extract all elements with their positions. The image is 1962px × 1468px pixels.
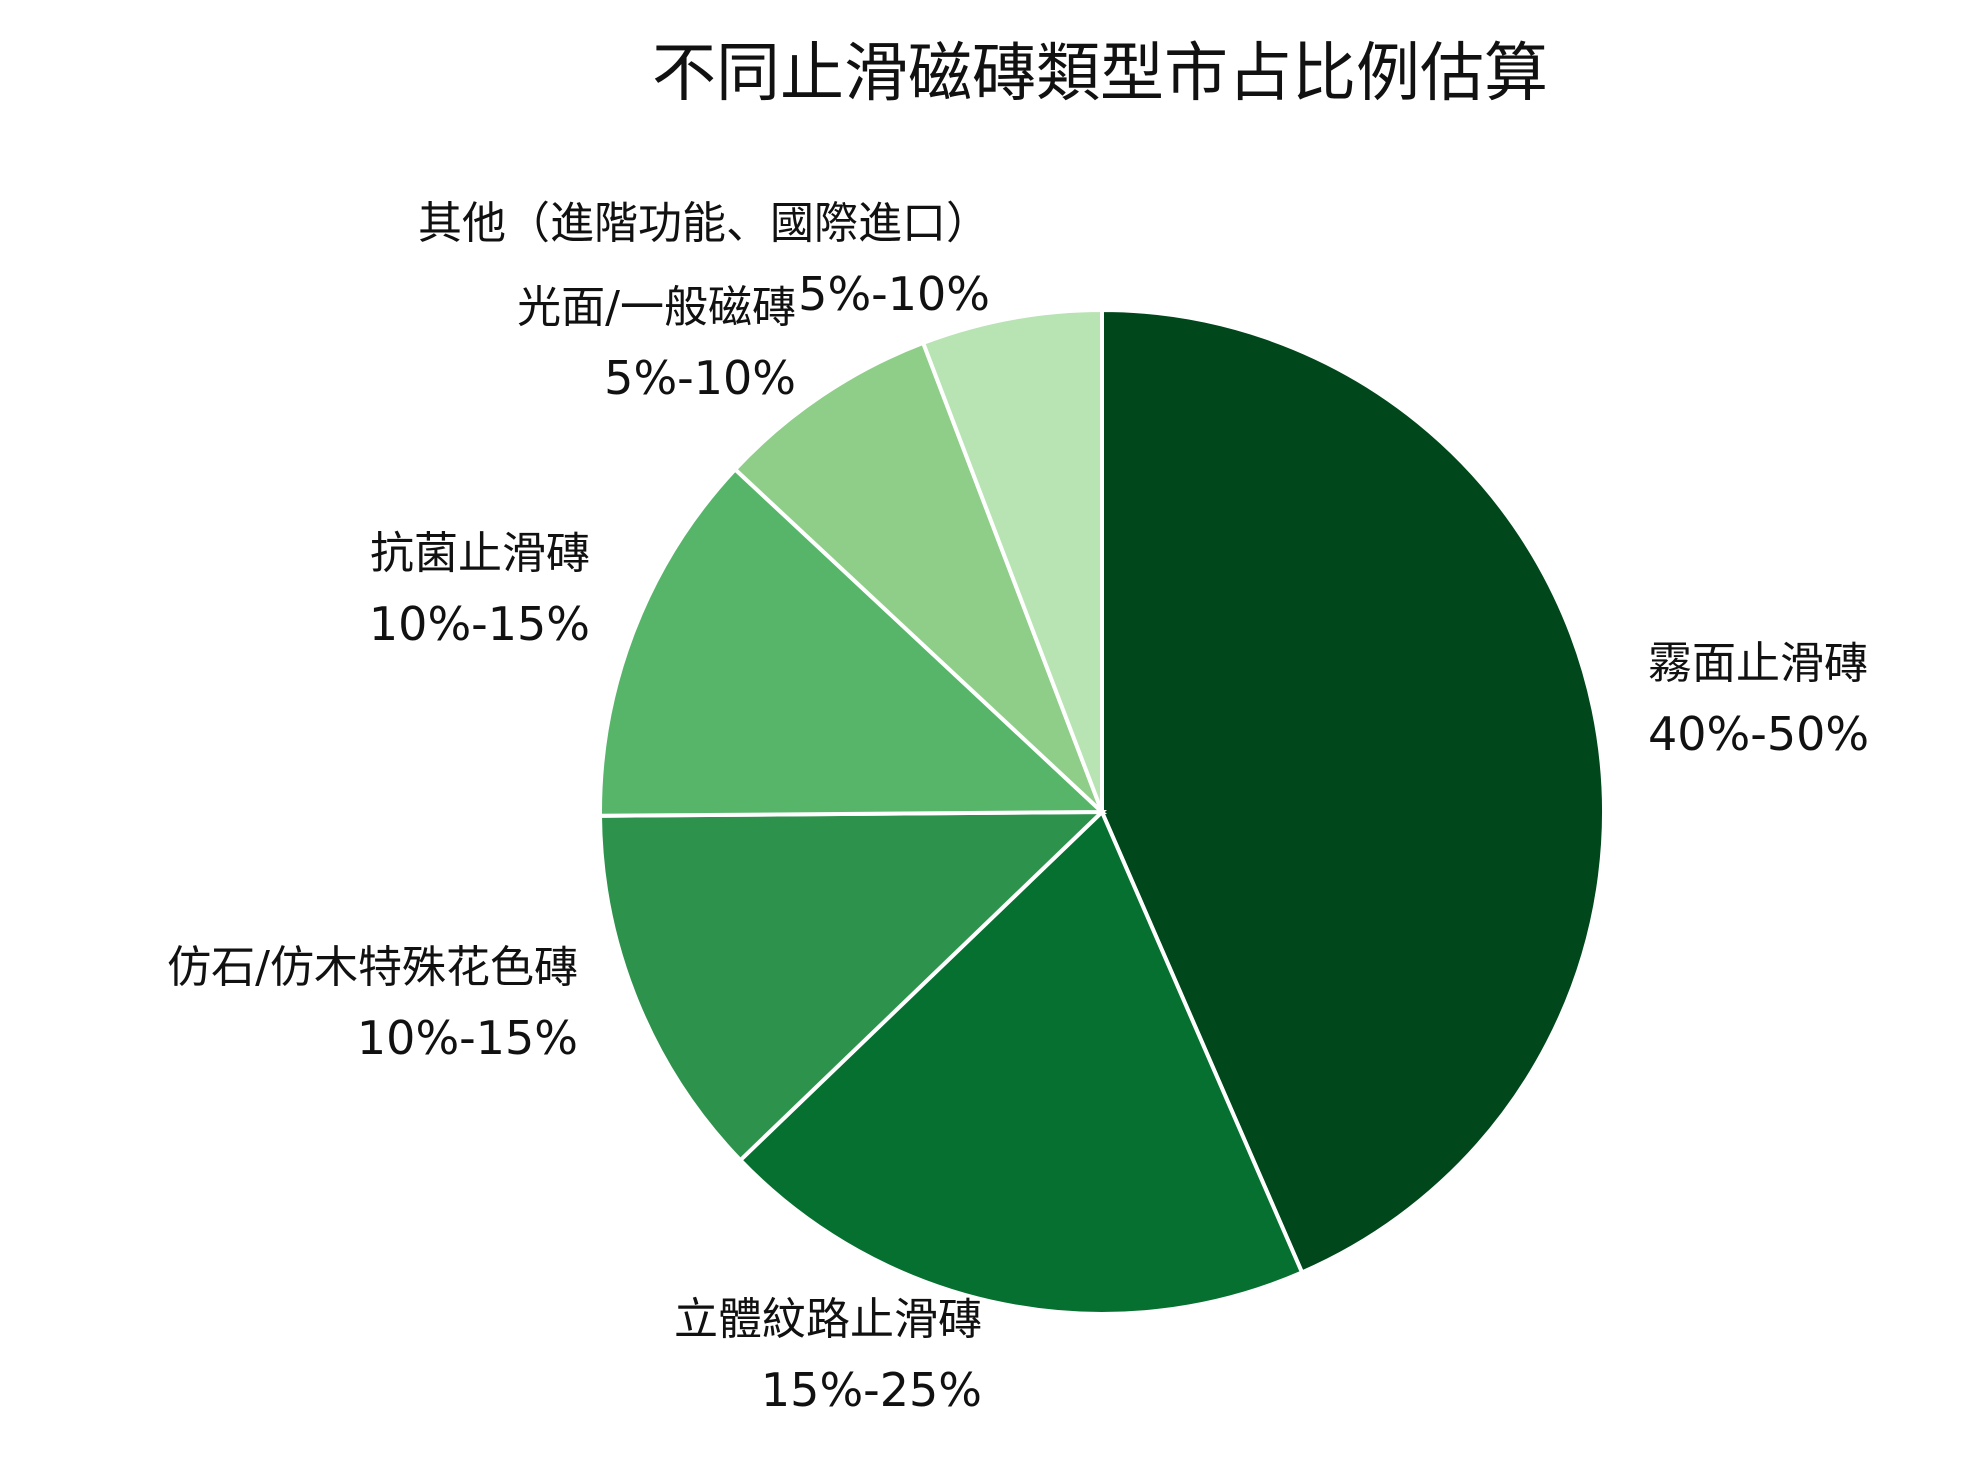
slice-label: 仿石/仿木特殊花色磚 bbox=[167, 942, 578, 993]
slice-label: 抗菌止滑磚 bbox=[370, 528, 590, 579]
pie-slice bbox=[737, 808, 1305, 1316]
pie-slice bbox=[920, 307, 1104, 813]
slice-value-label: 10%-15% bbox=[357, 1011, 578, 1065]
pie-slices bbox=[597, 307, 1606, 1316]
slice-label: 霧面止滑磚 bbox=[1648, 638, 1868, 689]
pie-slice bbox=[732, 340, 1104, 814]
slice-label: 光面/一般磁磚 bbox=[517, 282, 796, 333]
slice-value-label: 10%-15% bbox=[369, 597, 590, 651]
slice-label: 其他（進階功能、國際進口） bbox=[418, 198, 990, 249]
slice-label: 立體紋路止滑磚 bbox=[674, 1294, 982, 1345]
slice-value-label: 40%-50% bbox=[1648, 707, 1869, 761]
slice-value-label: 5%-10% bbox=[798, 267, 990, 321]
pie-labels: 霧面止滑磚 40%-50% 立體紋路止滑磚 15%-25% 仿石/仿木特殊花色磚 10%-… bbox=[167, 198, 1869, 1417]
slice-value-label: 15%-25% bbox=[761, 1363, 982, 1417]
slice-value-label: 5%-10% bbox=[604, 351, 796, 405]
pie-slice bbox=[598, 466, 1108, 818]
pie-slice bbox=[1100, 307, 1606, 1276]
chart-title: 不同止滑磁磚類型市占比例估算 bbox=[652, 37, 1548, 111]
pie-slice bbox=[597, 809, 1108, 1163]
